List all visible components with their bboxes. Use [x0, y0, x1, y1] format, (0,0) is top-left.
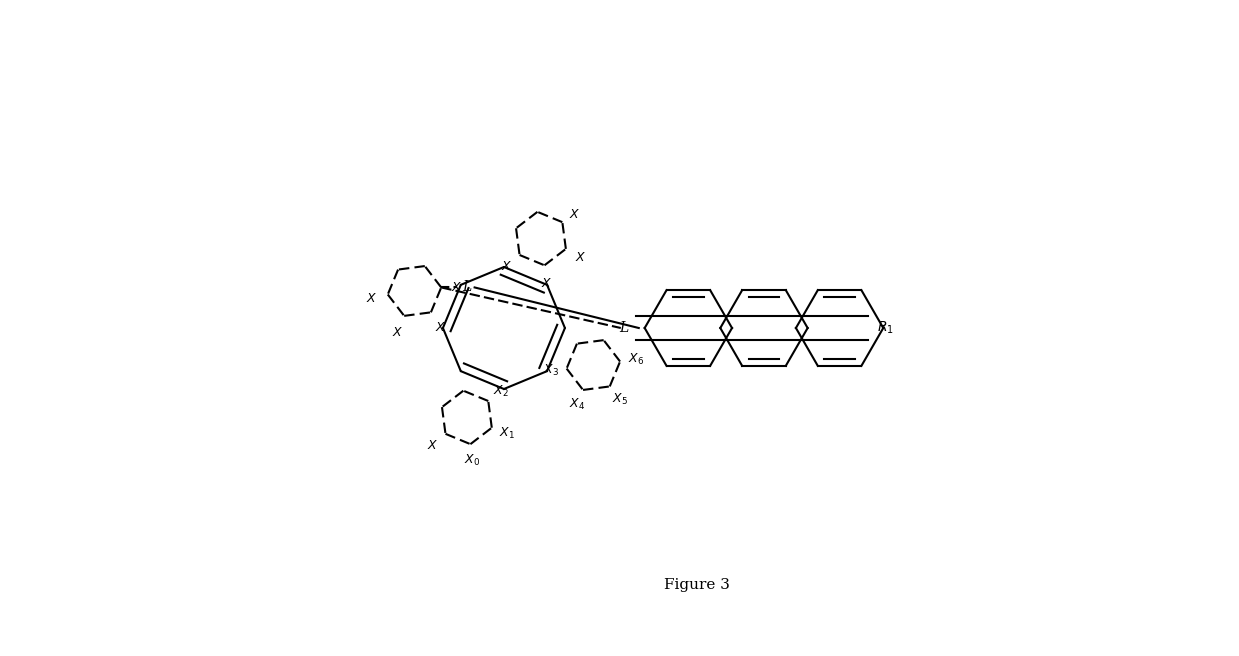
Text: $X_{}$: $X_{}$	[570, 206, 581, 219]
Text: Figure 3: Figure 3	[664, 578, 730, 592]
Text: $X_{3}$: $X_{3}$	[543, 363, 559, 379]
Text: $X_{}$: $X_{}$	[393, 324, 404, 337]
Text: $X_{}$: $X_{}$	[575, 249, 586, 262]
Text: $X_{}$: $X_{}$	[435, 319, 446, 331]
Text: $X_{}$: $X_{}$	[367, 290, 378, 303]
Text: L: L	[620, 321, 628, 335]
Text: $X_{0}$: $X_{0}$	[465, 453, 481, 468]
Text: $X_{6}$: $X_{6}$	[628, 352, 644, 367]
Text: $X_{1}$: $X_{1}$	[499, 426, 514, 441]
Text: $R_1$: $R_1$	[877, 320, 895, 337]
Text: L: L	[462, 281, 472, 295]
Text: $X_{5}$: $X_{5}$	[612, 392, 627, 407]
Text: $X_{2}$: $X_{2}$	[493, 384, 509, 399]
Text: $X_{}$: $X_{}$	[541, 275, 553, 288]
Text: $X_{4}$: $X_{4}$	[569, 398, 585, 413]
Text: $X_{}$: $X_{}$	[451, 279, 463, 292]
Text: $X_{}$: $X_{}$	[501, 258, 513, 272]
Text: $X_{}$: $X_{}$	[427, 437, 439, 450]
